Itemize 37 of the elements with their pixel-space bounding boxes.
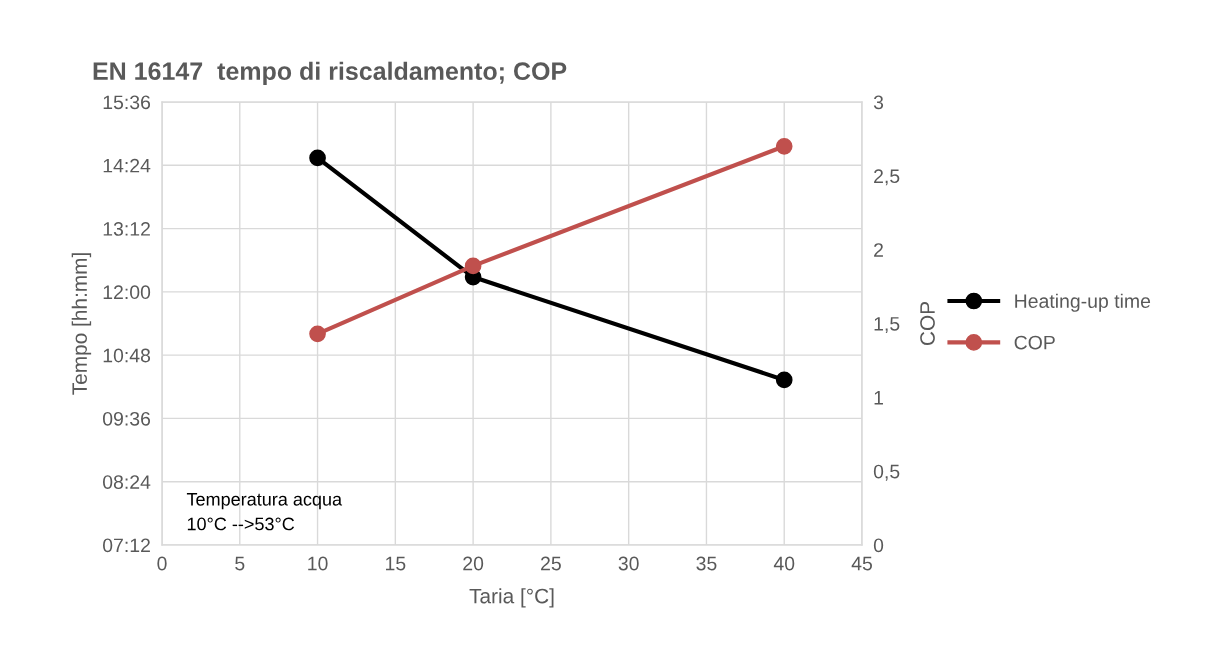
point <box>464 257 482 275</box>
x-tick-label: 0 <box>157 556 167 571</box>
x-tick-label: 5 <box>235 556 245 571</box>
y2-axis-title: COP <box>920 302 935 346</box>
y-axis-title: Tempo [hh:mm] <box>71 253 92 395</box>
chart-title: EN 16147 tempo di riscaldamento; COP <box>93 61 567 85</box>
x-tick-label: 20 <box>463 556 484 571</box>
point <box>775 371 793 389</box>
x-tick-label: 35 <box>696 556 717 571</box>
x-tick-label: 40 <box>773 556 795 571</box>
annotation: Temperatura acqua 10°C -->53°C <box>186 493 343 531</box>
x-tick-label: 30 <box>618 556 639 571</box>
y-tick-label: 08:24 <box>102 475 151 489</box>
x-tick-label: 25 <box>541 556 561 571</box>
y-tick-label: 15:36 <box>103 95 151 110</box>
x-tick-label: 45 <box>851 556 872 571</box>
y-tick-label: 10:48 <box>103 348 151 363</box>
y2-tick-label: 1,5 <box>874 317 900 334</box>
y2-tick-label: 0 <box>873 538 884 553</box>
y-tick-label: 13:12 <box>103 222 150 236</box>
y2-tick-label: 1 <box>874 391 883 405</box>
x-axis-title: Taria [°C] <box>469 588 554 608</box>
x-tick-label: 10 <box>308 556 328 571</box>
y2-tick-label: 0,5 <box>873 464 900 481</box>
y-tick-label: 09:36 <box>102 411 151 426</box>
point <box>775 137 793 155</box>
legend-label: Heating-up time <box>1015 293 1151 312</box>
y2-tick-label: 2 <box>874 243 883 257</box>
y2-tick-label: 2,5 <box>874 169 900 186</box>
y-tick-label: 12:00 <box>103 285 151 300</box>
point <box>309 325 326 343</box>
legend-label: COP <box>1014 335 1055 350</box>
point <box>309 149 326 167</box>
y-tick-label: 07:12 <box>102 538 150 553</box>
y-tick-label: 14:24 <box>103 158 151 173</box>
y2-tick-label: 3 <box>873 95 884 110</box>
x-tick-label: 15 <box>386 556 406 571</box>
